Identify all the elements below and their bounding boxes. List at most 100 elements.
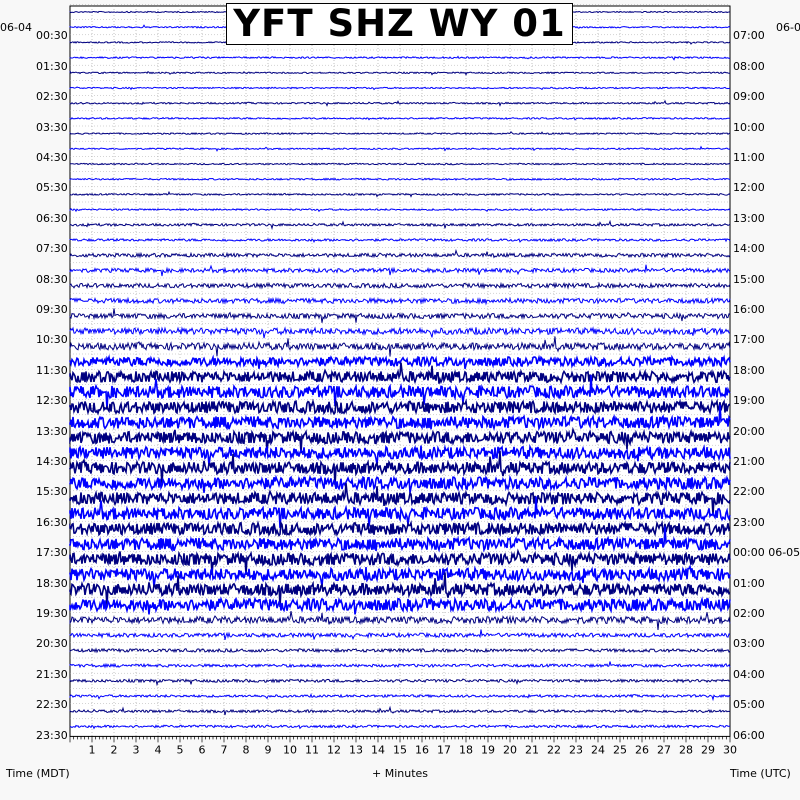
left-hour-label: 04:30 bbox=[36, 151, 68, 164]
left-hour-label: 18:30 bbox=[36, 576, 68, 590]
left-hour-label: 08:30 bbox=[36, 272, 68, 286]
left-axis-label: Time (MDT) bbox=[6, 767, 70, 780]
x-tick-label: 25 bbox=[613, 743, 627, 756]
right-hour-label: 23:00 bbox=[733, 515, 765, 529]
trace-line bbox=[69, 207, 731, 213]
trace-line bbox=[69, 404, 731, 431]
trace-line bbox=[69, 661, 731, 669]
trace-line bbox=[69, 678, 731, 687]
x-tick-label: 17 bbox=[437, 743, 451, 756]
right-hour-label: 18:00 bbox=[733, 363, 765, 377]
right-hour-label: 01:00 bbox=[733, 576, 765, 590]
right-hour-label: 10:00 bbox=[733, 120, 765, 134]
trace-line bbox=[69, 336, 731, 357]
left-hour-label: 19:30 bbox=[36, 607, 68, 620]
trace-line bbox=[69, 596, 731, 615]
left-hour-label: 07:30 bbox=[36, 242, 68, 256]
trace-line bbox=[69, 177, 731, 181]
right-hour-label: 00:00 06-05 bbox=[733, 546, 800, 560]
x-tick-label: 10 bbox=[283, 743, 297, 756]
trace-line bbox=[69, 99, 731, 107]
trace-line bbox=[69, 450, 731, 486]
x-tick-label: 9 bbox=[265, 743, 272, 756]
x-tick-label: 19 bbox=[481, 743, 495, 756]
x-axis-label: + Minutes bbox=[372, 767, 429, 780]
right-hour-label: 19:00 bbox=[733, 394, 765, 408]
trace-line bbox=[69, 296, 731, 306]
trace-line bbox=[69, 55, 731, 61]
trace-line bbox=[69, 564, 731, 588]
right-hour-label: 06:00 bbox=[733, 728, 765, 742]
left-hour-label: 20:30 bbox=[36, 637, 68, 651]
right-hour-label: 02:00 bbox=[733, 607, 765, 620]
left-hour-label: 10:30 bbox=[36, 333, 68, 347]
trace-line bbox=[69, 629, 731, 641]
x-tick-label: 28 bbox=[679, 743, 693, 756]
right-hour-label: 11:00 bbox=[733, 151, 765, 164]
trace-line bbox=[69, 496, 731, 528]
x-tick-label: 5 bbox=[177, 743, 184, 756]
left-hour-label: 02:30 bbox=[36, 90, 68, 104]
x-tick-label: 8 bbox=[243, 743, 250, 756]
x-tick-label: 12 bbox=[327, 743, 341, 756]
trace-line bbox=[69, 70, 731, 76]
x-tick-label: 22 bbox=[547, 743, 561, 756]
left-hour-label: 12:30 bbox=[36, 394, 68, 408]
trace-line bbox=[69, 264, 731, 277]
trace-line bbox=[69, 572, 731, 608]
x-tick-label: 3 bbox=[133, 743, 140, 756]
trace-line bbox=[69, 398, 731, 416]
right-hour-label: 20:00 bbox=[733, 424, 765, 438]
trace-line bbox=[69, 611, 731, 630]
right-hour-label: 17:00 bbox=[733, 333, 765, 347]
x-tick-label: 21 bbox=[525, 743, 539, 756]
left-hour-label: 09:30 bbox=[36, 303, 68, 316]
right-hour-label: 12:00 bbox=[733, 181, 765, 195]
trace-line bbox=[69, 526, 731, 553]
trace-line bbox=[69, 483, 731, 516]
trace-line bbox=[69, 190, 731, 198]
trace-line bbox=[69, 248, 731, 259]
x-tick-label: 13 bbox=[349, 743, 363, 756]
trace-line bbox=[69, 724, 731, 730]
chart-title: YFT SHZ WY 01 bbox=[226, 3, 573, 45]
left-hour-label: 01:30 bbox=[36, 59, 68, 73]
left-hour-label: 17:30 bbox=[36, 546, 68, 560]
x-tick-label: 27 bbox=[657, 743, 671, 756]
right-hour-label: 13:00 bbox=[733, 211, 765, 225]
x-tick-label: 20 bbox=[503, 743, 517, 756]
x-tick-label: 7 bbox=[221, 743, 228, 756]
trace-line bbox=[69, 647, 731, 654]
left-hour-label: 14:30 bbox=[36, 455, 68, 468]
right-date-label: 06-04 bbox=[776, 21, 800, 34]
trace-line bbox=[69, 426, 731, 454]
trace-line bbox=[69, 354, 731, 369]
x-tick-label: 2 bbox=[111, 743, 118, 756]
x-tick-label: 30 bbox=[723, 743, 737, 756]
x-tick-label: 1 bbox=[89, 743, 96, 756]
trace-line bbox=[69, 281, 731, 290]
x-tick-label: 6 bbox=[199, 743, 206, 756]
trace-line bbox=[69, 362, 731, 385]
left-date-label: 06-04 bbox=[0, 21, 32, 34]
x-tick-label: 14 bbox=[371, 743, 385, 756]
right-hour-label: 05:00 bbox=[733, 698, 765, 712]
trace-line bbox=[69, 219, 731, 231]
left-hour-label: 11:30 bbox=[36, 363, 68, 377]
right-hour-label: 09:00 bbox=[733, 90, 765, 104]
trace-line bbox=[69, 548, 731, 576]
right-hour-label: 08:00 bbox=[733, 59, 765, 73]
x-tick-label: 24 bbox=[591, 743, 605, 756]
right-hour-label: 04:00 bbox=[733, 667, 765, 681]
left-hour-label: 00:30 bbox=[36, 29, 68, 43]
left-hour-label: 21:30 bbox=[36, 667, 68, 681]
x-tick-label: 4 bbox=[155, 743, 162, 756]
right-hour-label: 07:00 bbox=[733, 29, 765, 43]
x-tick-label: 16 bbox=[415, 743, 429, 756]
x-axis: 1 2 3 4 5 6 7 8 9 10 11 12 13 14 15 16 17 18 19 20 21 22 23 24 2… bbox=[69, 736, 737, 756]
trace-line bbox=[69, 162, 731, 166]
x-tick-label: 29 bbox=[701, 743, 715, 756]
trace-line bbox=[69, 308, 731, 323]
left-hour-label: 22:30 bbox=[36, 698, 68, 712]
x-tick-label: 18 bbox=[459, 743, 473, 756]
